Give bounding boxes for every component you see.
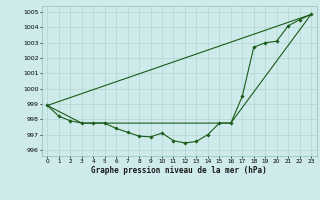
X-axis label: Graphe pression niveau de la mer (hPa): Graphe pression niveau de la mer (hPa) xyxy=(91,166,267,175)
